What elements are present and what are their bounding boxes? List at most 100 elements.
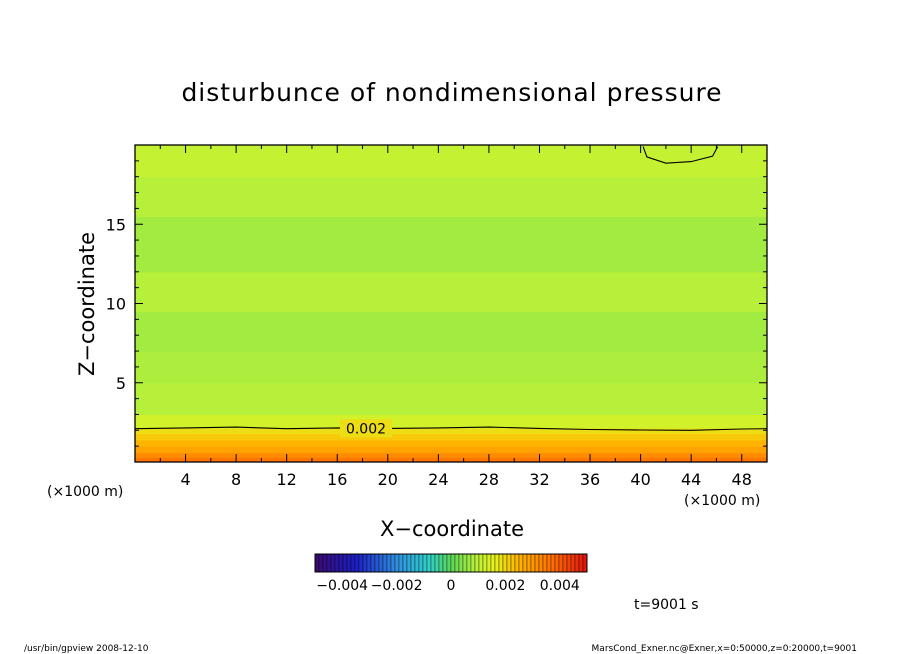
colorbar-cell [398,553,404,573]
x-tick-label: 28 [479,470,499,489]
colorbar-cell [366,553,372,573]
colorbar-labels: −0.004 −0.002 0 0.002 0.004 [316,578,580,594]
colorbar-cell [322,553,328,573]
colorbar-cell [490,553,496,573]
colorbar-cell [514,553,520,573]
field-band [135,414,767,429]
colorbar-cell [358,553,364,573]
colorbar-cell [338,553,344,573]
field-band [135,457,767,462]
field-band [135,176,767,217]
colorbar-cell [482,553,488,573]
y-axis-label: Z−coordinate [75,232,99,376]
colorbar-cell [538,553,544,573]
colorbar-cell [354,553,360,573]
x-scale-note-right: (×1000 m) [684,493,760,509]
y-tick-label: 15 [106,215,126,234]
colorbar-cell [414,553,420,573]
colorbar-cell [426,553,432,573]
colorbar-cell [566,553,572,573]
contour-label-bg [340,419,392,438]
colorbar-tick-label: 0 [447,578,456,594]
colorbar-cell [386,553,392,573]
x-tick-label: 36 [580,470,600,489]
colorbar-cell [466,553,472,573]
colorbar-cell [570,553,576,573]
x-tick-label: 24 [428,470,448,489]
colorbar-cell [582,553,588,573]
field-band [135,351,767,384]
colorbar-cell [326,553,332,573]
footer-left: /usr/bin/gpview 2008-12-10 [24,644,149,654]
colorbar-cell [422,553,428,573]
colorbar-cell [382,553,388,573]
x-tick-label: 4 [180,470,190,489]
x-tick-label: 12 [277,470,297,489]
colorbar-tick-label: −0.004 [316,578,368,594]
colorbar-cell [342,553,348,573]
colorbar-cell [506,553,512,573]
footer-right: MarsCond_Exner.nc@Exner,x=0:50000,z=0:20… [592,644,857,654]
colorbar-cell [530,553,536,573]
colorbar-tick-label: −0.002 [371,578,423,594]
x-tick-label: 8 [231,470,241,489]
colorbar-cell [526,553,532,573]
colorbar-cell [450,553,456,573]
field-band [135,439,767,447]
contour-labels: 0.002 [340,419,392,438]
colorbar-cell [370,553,376,573]
colorbar-cell [390,553,396,573]
colorbar-cell [334,553,340,573]
field-band [135,311,767,352]
colorbar-cell [578,553,584,573]
contour-line [642,146,719,164]
x-axis-label: X−coordinate [380,517,524,541]
colorbar-cell [474,553,480,573]
axis-ticks [135,145,768,462]
field-band [135,433,767,441]
y-tick-label: 5 [116,374,126,393]
colorbar-cell [542,553,548,573]
contour-line [135,426,767,431]
colorbar-cell [550,553,556,573]
colorbar-cell [478,553,484,573]
x-tick-label: 44 [681,470,701,489]
colorbar-cell [534,553,540,573]
colorbar-cell [438,553,444,573]
field-band [135,216,767,273]
field-band [135,382,767,416]
colorbar-cell [454,553,460,573]
colorbar-cell [330,553,336,573]
colorbar-cell [502,553,508,573]
colorbar-cell [446,553,452,573]
colorbar-cell [374,553,380,573]
colorbar-cell [434,553,440,573]
colorbar-cell [418,553,424,573]
colorbar-cell [546,553,552,573]
colorbar-cell [378,553,384,573]
chart-title: disturbunce of nondimensional pressure [181,78,722,107]
colorbar-cell [394,553,400,573]
colorbar-cell [470,553,476,573]
x-tick-label: 20 [378,470,398,489]
colorbar-cell [458,553,464,573]
field-band [135,271,767,313]
colorbar-cell [554,553,560,573]
colorbar-cell [498,553,504,573]
x-tick-label: 32 [529,470,549,489]
contour-lines [135,146,767,431]
x-tick-label: 48 [732,470,752,489]
field-band [135,446,767,454]
colorbar-cell [574,553,580,573]
colorbar-cell [314,553,320,573]
colorbar-cell [318,553,324,573]
colorbar-cell [558,553,564,573]
colorbar-cell [350,553,356,573]
colorbar-cell [346,553,352,573]
colorbar-cell [562,553,568,573]
field-band [135,145,767,178]
colorbar-tick-label: 0.002 [485,578,525,594]
colorbar-cell [362,553,368,573]
x-scale-note-left: (×1000 m) [47,484,123,500]
